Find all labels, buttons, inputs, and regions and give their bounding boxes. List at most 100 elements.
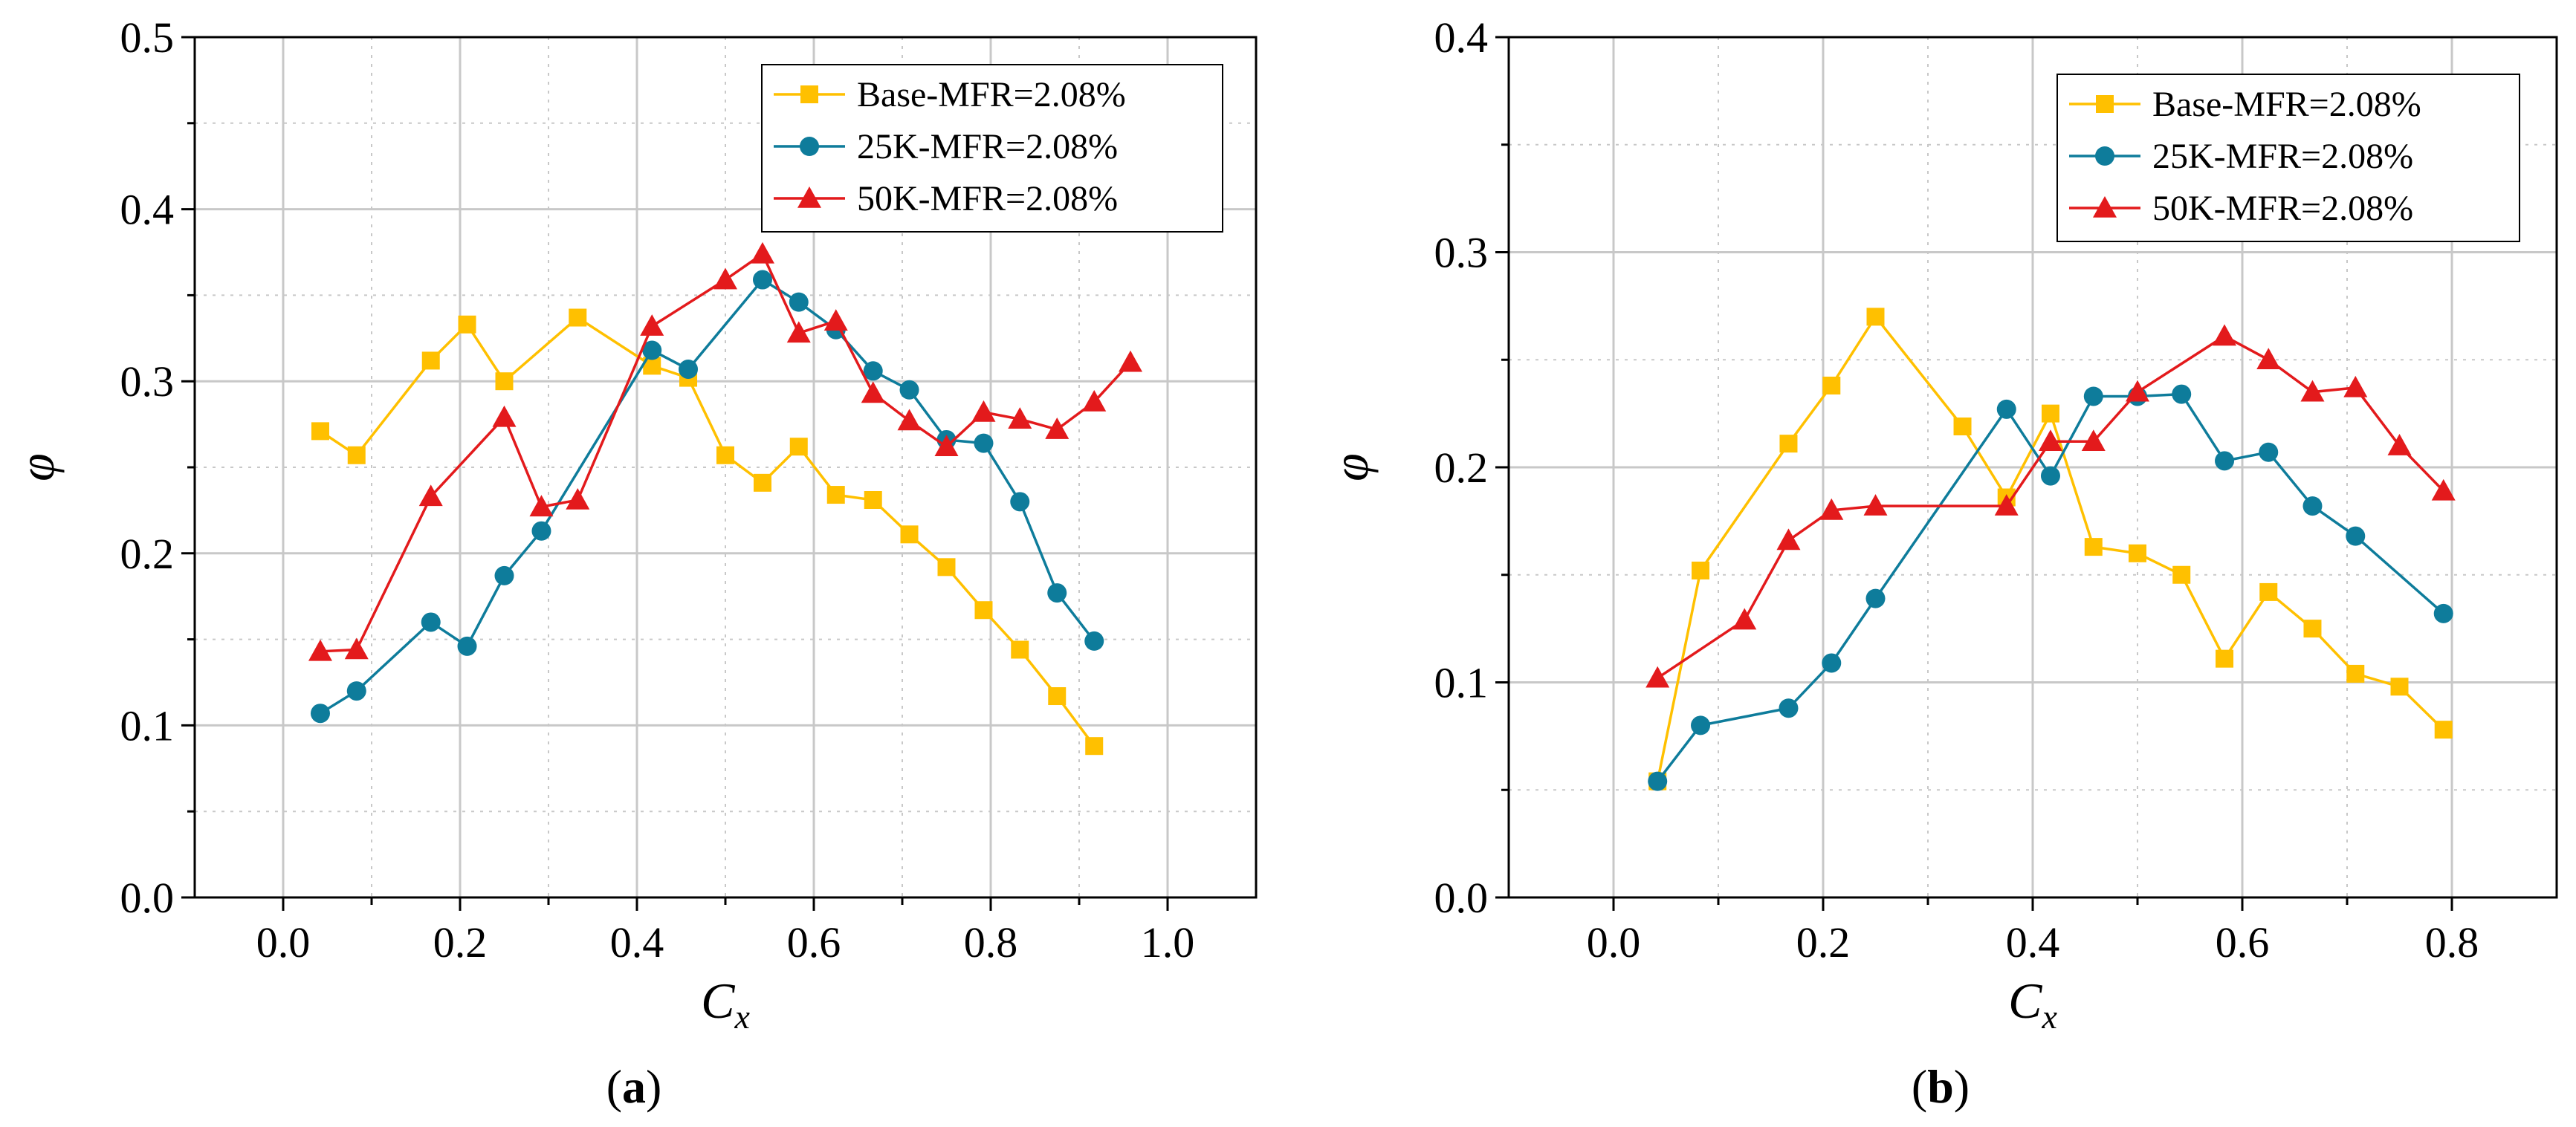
data-point (421, 612, 441, 632)
data-point (2431, 478, 2456, 501)
data-point (2129, 544, 2146, 562)
data-point (2346, 526, 2366, 546)
y-tick-label: 0.4 (120, 186, 175, 234)
y-tick-label: 0.2 (1434, 444, 1489, 492)
data-point (1779, 698, 1799, 718)
data-point (826, 486, 845, 504)
data-point (2213, 324, 2237, 346)
y-tick-label: 0.1 (120, 701, 175, 750)
series-k25 (1648, 384, 2453, 791)
data-point (937, 558, 956, 577)
data-point (1084, 631, 1104, 651)
data-point (2259, 442, 2279, 462)
y-tick-label: 0.2 (120, 530, 175, 578)
legend-swatch-marker (2093, 196, 2117, 218)
data-point (2256, 348, 2281, 370)
legend-box (761, 64, 1223, 233)
x-tick-label: 1.0 (1141, 918, 1195, 967)
chart-panel-b: 0.0 0.2 0.4 0.6 0.8 0.0 0.1 0.2 0.3 0.4 Cx φ Base-MF… (1322, 13, 2558, 1036)
data-point (344, 637, 369, 660)
data-point (1953, 417, 1972, 435)
x-tick-label: 0.2 (433, 918, 488, 967)
y-tick-label: 0.3 (120, 357, 175, 406)
legend-entry: 25K-MFR=2.08% (2152, 137, 2413, 176)
data-point (2343, 375, 2368, 397)
data-point (1048, 687, 1067, 706)
series-k50 (1645, 324, 2456, 688)
data-point (1645, 666, 1670, 688)
legend-swatch-marker (800, 137, 819, 156)
data-point (1082, 389, 1107, 412)
data-point (640, 314, 664, 336)
data-point (1819, 498, 1844, 520)
data-point (1692, 561, 1710, 579)
data-point (823, 309, 848, 331)
data-point (1648, 771, 1668, 791)
ticks: 0.0 0.2 0.4 0.6 0.8 0.0 0.1 0.2 0.3 0.4 (1434, 13, 2479, 967)
data-point (566, 488, 590, 510)
data-point (1045, 418, 1069, 439)
data-point (974, 601, 993, 620)
y-axis-label: φ (1322, 453, 1379, 481)
y-tick-label: 0.4 (1434, 13, 1489, 62)
data-point (789, 292, 809, 312)
legend-entry: Base-MFR=2.08% (2152, 85, 2421, 124)
legend-swatch-marker (2095, 146, 2114, 166)
data-point (2126, 380, 2149, 402)
data-point (1863, 494, 1888, 516)
x-axis-label-subscript: x (734, 998, 750, 1036)
data-point (346, 681, 366, 701)
data-point (531, 521, 551, 541)
legend-box (2056, 74, 2520, 242)
data-point (2387, 434, 2412, 455)
data-point (716, 446, 734, 464)
data-point (2041, 404, 2059, 423)
data-point (2038, 429, 2062, 452)
data-point (1866, 308, 1885, 326)
data-point (2259, 582, 2278, 601)
x-axis-label-subscript: x (2041, 998, 2057, 1036)
series-k50 (308, 241, 1143, 661)
data-point (863, 361, 883, 381)
data-point (2084, 538, 2103, 556)
data-point (2434, 721, 2453, 739)
y-tick-label: 0.0 (120, 874, 175, 922)
x-tick-label: 0.4 (610, 918, 664, 967)
data-point (2040, 466, 2060, 486)
data-point (1779, 435, 1798, 453)
series-line (1656, 392, 2444, 782)
data-point (310, 704, 330, 724)
legend-swatch-marker (800, 85, 818, 103)
panel-b-caption: (b) (1912, 1060, 1970, 1113)
data-point (934, 435, 959, 457)
series-base (1648, 308, 2453, 790)
data-point (1010, 492, 1030, 512)
data-point (494, 565, 514, 585)
data-point (2172, 565, 2191, 584)
data-point (347, 446, 366, 464)
legend-entry: Base-MFR=2.08% (857, 75, 1126, 114)
x-tick-label: 0.8 (2425, 918, 2479, 967)
data-point (2081, 429, 2106, 452)
data-point (752, 270, 772, 290)
data-point (569, 308, 587, 327)
series-line (1657, 334, 2444, 680)
data-point (458, 315, 476, 334)
data-point (418, 484, 443, 507)
data-point (492, 405, 517, 427)
y-tick-label: 0.1 (1434, 659, 1489, 707)
y-tick-label: 0.3 (1434, 229, 1489, 277)
data-point (1865, 588, 1886, 608)
data-point (864, 491, 882, 510)
legend-swatch-marker (2096, 95, 2114, 113)
data-point (753, 473, 771, 492)
legend-entry: 50K-MFR=2.08% (2152, 189, 2413, 228)
panel-a-caption: (a) (606, 1060, 662, 1113)
data-point (495, 372, 514, 391)
x-tick-label: 0.8 (964, 918, 1018, 967)
data-point (1119, 350, 1143, 372)
data-point (2302, 496, 2323, 516)
data-point (2216, 649, 2234, 668)
x-axis-label: Cx (701, 972, 750, 1036)
